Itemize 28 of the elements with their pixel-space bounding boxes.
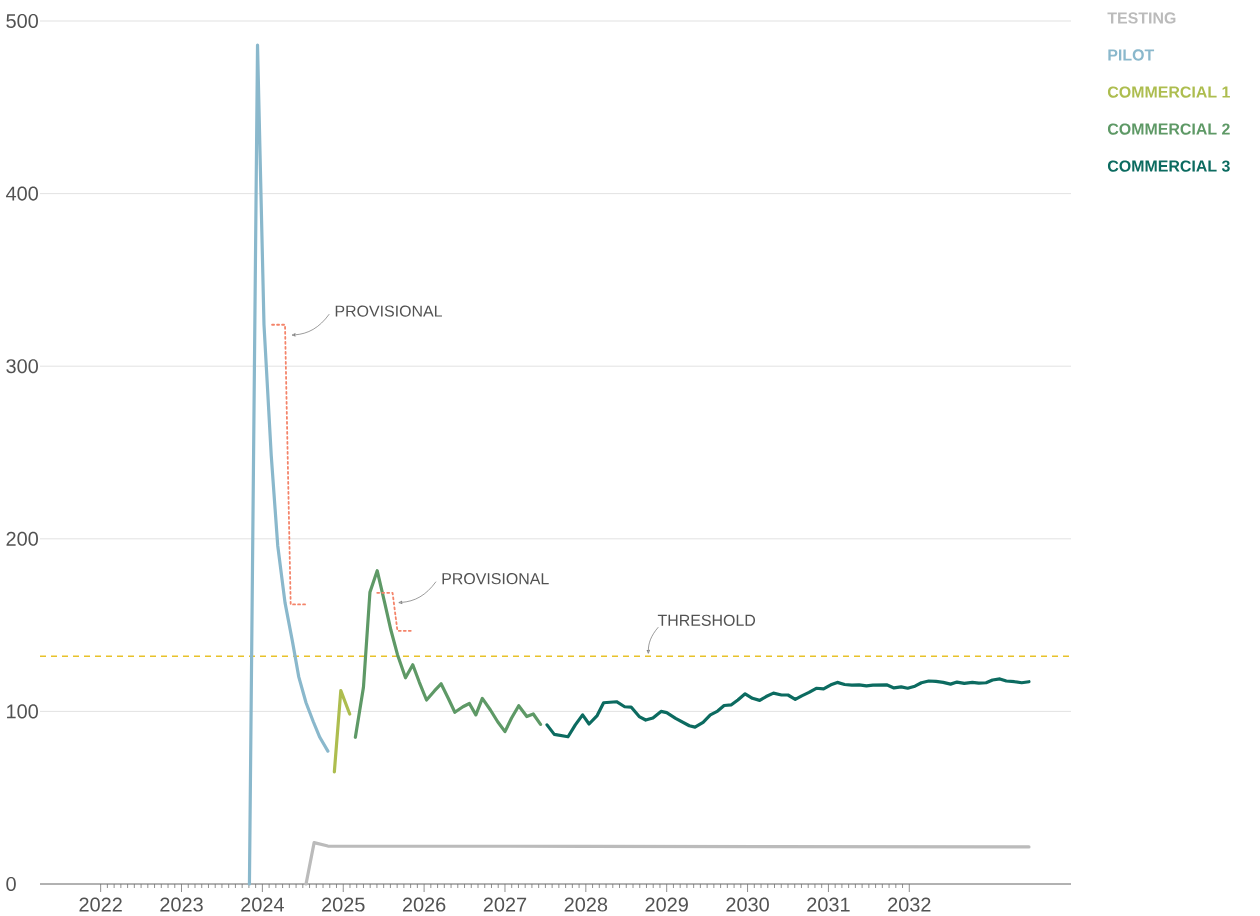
x-tick-label: 2025 (322, 897, 365, 912)
x-tick-label: 2028 (564, 897, 608, 912)
x-tick-label: 2023 (160, 897, 203, 912)
y-tick-label: 200 (6, 531, 38, 546)
x-tick-label: 2026 (402, 897, 446, 912)
y-tick-label: 400 (5, 186, 38, 201)
text: COMMERCIAL 3 (1107, 160, 1230, 172)
x-tick-label: 2030 (726, 897, 769, 912)
annotation: PROVISIONAL (442, 573, 549, 585)
y-tick-label: 300 (6, 359, 38, 374)
y-tick-label: 0 (6, 876, 16, 892)
line-series (304, 840, 1031, 886)
line-series (545, 677, 1031, 739)
x-tick-label: 2027 (483, 897, 527, 912)
y-tick-label: 100 (7, 704, 38, 719)
x-tick-label: 2029 (645, 897, 688, 912)
text: COMMERCIAL 1 (1107, 86, 1230, 98)
text: TESTING (1107, 12, 1176, 24)
line-series (247, 43, 330, 886)
x-tick-label: 2022 (79, 897, 122, 912)
text: PILOT (1108, 49, 1155, 61)
text: COMMERCIAL 2 (1107, 123, 1230, 135)
ref-line-label: THRESHOLD (657, 614, 756, 626)
annotation: PROVISIONAL (335, 305, 442, 317)
x-tick-label: 2032 (888, 897, 931, 912)
x-tick-label: 2031 (807, 897, 850, 912)
y-tick-label: 500 (6, 13, 38, 29)
x-tick-label: 2024 (241, 897, 284, 912)
